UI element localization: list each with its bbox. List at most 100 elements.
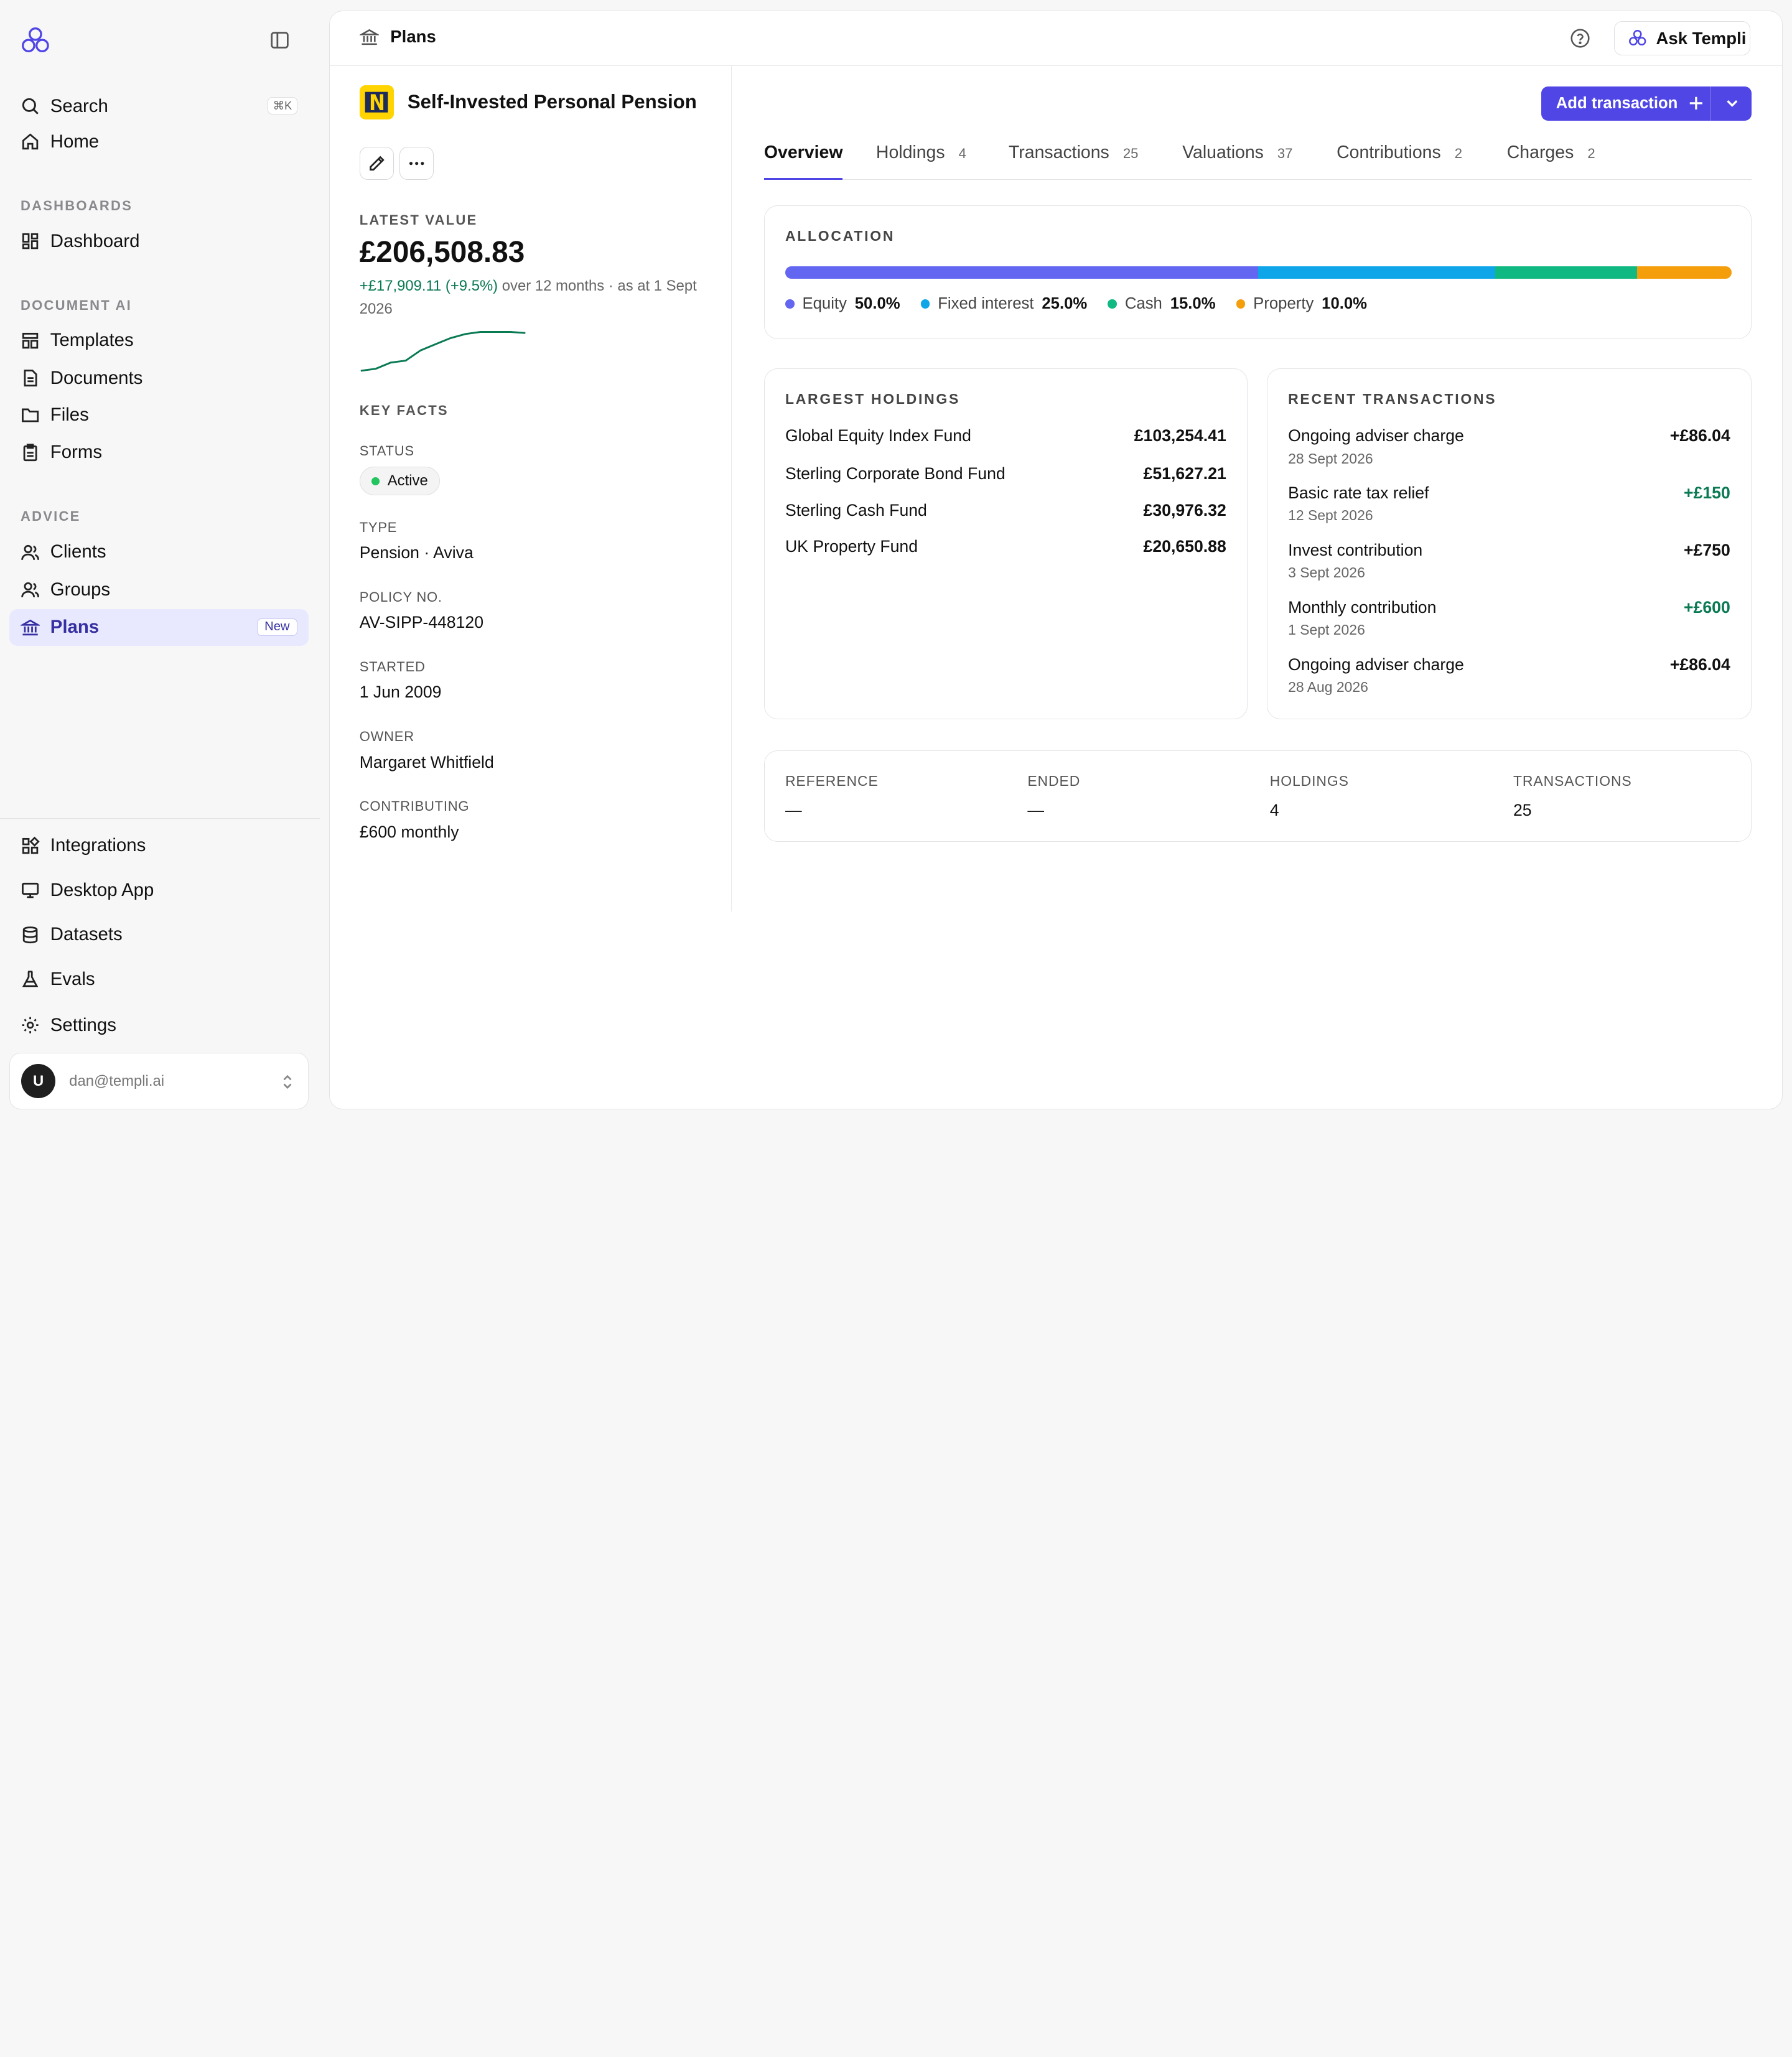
edit-button[interactable] — [359, 147, 394, 180]
chevron-up-down-icon — [281, 1074, 294, 1095]
holding-name: Sterling Corporate Bond Fund — [785, 464, 1006, 483]
group-icon — [21, 582, 40, 597]
tab-count: 25 — [1122, 145, 1139, 161]
tab-holdings[interactable]: Holdings 4 — [876, 142, 966, 180]
shortcut-badge: ⌘K — [268, 97, 297, 114]
more-options-button[interactable] — [399, 147, 434, 180]
sidebar-item-files[interactable]: Files — [9, 396, 309, 433]
sidebar-item-dashboard[interactable]: Dashboard — [9, 223, 309, 259]
sidebar-item-evals[interactable]: Evals — [9, 961, 309, 998]
transaction-row[interactable]: Invest contribution 3 Sept 2026 +£750 — [1288, 541, 1730, 581]
legend-dot — [1236, 299, 1246, 309]
legend-value: 15.0% — [1170, 295, 1216, 312]
sidebar-item-forms[interactable]: Forms — [9, 434, 309, 471]
transaction-row[interactable]: Ongoing adviser charge 28 Sept 2026 +£86.0… — [1288, 426, 1730, 467]
summary-value: 25 — [1513, 801, 1532, 820]
holding-row[interactable]: Global Equity Index Fund £103,254.41 — [785, 426, 1226, 445]
sidebar-item-label: Settings — [50, 1014, 116, 1035]
add-transaction-label: Add transaction — [1556, 94, 1678, 112]
summary-label: TRANSACTIONS — [1513, 772, 1632, 789]
summary-value: — — [1027, 801, 1044, 820]
allocation-label: ALLOCATION — [785, 227, 895, 244]
tab-label: Overview — [763, 142, 843, 162]
holding-value: £103,254.41 — [1134, 426, 1226, 445]
sidebar-item-datasets[interactable]: Datasets — [9, 917, 309, 953]
transaction-name: Invest contribution — [1288, 540, 1423, 559]
holding-row[interactable]: UK Property Fund £20,650.88 — [785, 537, 1226, 556]
holding-name: UK Property Fund — [785, 537, 918, 556]
legend-item: Cash 15.0% — [1108, 295, 1216, 313]
user-email: dan@templi.ai — [69, 1072, 165, 1089]
transactions-label: RECENT TRANSACTIONS — [1288, 391, 1497, 408]
breadcrumb: Plans — [359, 27, 436, 47]
legend-value: 10.0% — [1322, 295, 1368, 312]
summary-label: HOLDINGS — [1269, 772, 1349, 789]
holding-row[interactable]: Sterling Corporate Bond Fund £51,627.21 — [785, 464, 1226, 483]
integrations-icon — [22, 836, 40, 854]
tab-contributions[interactable]: Contributions 2 — [1337, 142, 1462, 180]
sidebar-item-label: Datasets — [50, 924, 123, 945]
sidebar-toggle-icon[interactable] — [269, 30, 290, 55]
templi-logo-icon[interactable] — [21, 26, 50, 61]
sidebar-item-integrations[interactable]: Integrations — [9, 828, 309, 864]
transaction-date: 12 Sept 2026 — [1288, 507, 1373, 524]
chevron-down-icon[interactable] — [1724, 95, 1740, 111]
tab-transactions[interactable]: Transactions 25 — [1009, 142, 1138, 180]
pencil-icon — [369, 156, 385, 171]
breadcrumb-label: Plans — [390, 27, 436, 47]
plan-title: Self-Invested Personal Pension — [407, 91, 697, 113]
user-menu[interactable]: U dan@templi.ai — [9, 1052, 309, 1110]
sidebar-item-clients[interactable]: Clients — [9, 534, 309, 571]
status-label: STATUS — [359, 442, 414, 459]
tab-overview[interactable]: Overview — [763, 142, 843, 180]
help-icon[interactable] — [1570, 28, 1590, 54]
owner-label: OWNER — [359, 728, 414, 744]
transaction-row[interactable]: Ongoing adviser charge 28 Aug 2026 +£86.04 — [1288, 655, 1730, 696]
templi-logo-icon — [1629, 29, 1646, 45]
sidebar-item-settings[interactable]: Settings — [9, 1007, 309, 1043]
holdings-label: LARGEST HOLDINGS — [785, 391, 961, 408]
search-icon — [22, 98, 39, 114]
tab-valuations[interactable]: Valuations 37 — [1182, 142, 1292, 180]
recent-transactions-card: RECENT TRANSACTIONS Ongoing adviser char… — [1267, 368, 1752, 720]
bank-icon — [21, 619, 40, 635]
bank-icon — [359, 29, 379, 45]
type-label: TYPE — [359, 519, 398, 535]
transaction-date: 3 Sept 2026 — [1288, 564, 1365, 581]
change-period: over 12 months · as at 1 Sept 2026 — [359, 277, 697, 317]
sidebar-item-groups[interactable]: Groups — [9, 571, 309, 608]
transaction-row[interactable]: Basic rate tax relief 12 Sept 2026 +£150 — [1288, 483, 1730, 524]
sidebar-item-label: Desktop App — [50, 879, 154, 900]
allocation-legend: Equity 50.0% Fixed interest 25.0% Cash 15.0… — [785, 295, 1388, 313]
status-text: Active — [387, 472, 428, 490]
transaction-date: 28 Aug 2026 — [1288, 678, 1368, 695]
add-transaction-button[interactable]: Add transaction — [1541, 86, 1752, 121]
transaction-row[interactable]: Monthly contribution 1 Sept 2026 +£600 — [1288, 598, 1730, 638]
sidebar-item-home[interactable]: Home — [9, 123, 309, 160]
sidebar-item-documents[interactable]: Documents — [9, 360, 309, 397]
tab-label: Transactions — [1008, 142, 1109, 162]
tab-charges[interactable]: Charges 2 — [1507, 142, 1595, 180]
holding-row[interactable]: Sterling Cash Fund £30,976.32 — [785, 501, 1226, 520]
sidebar-item-desktop-app[interactable]: Desktop App — [9, 872, 309, 908]
status-badge: Active — [359, 467, 441, 496]
sidebar-item-search[interactable]: Search ⌘K — [9, 88, 309, 124]
largest-holdings-card: LARGEST HOLDINGS Global Equity Index Fun… — [763, 368, 1248, 720]
sidebar-item-label: Search — [50, 95, 108, 116]
ask-templi-button[interactable]: Ask Templi — [1614, 21, 1750, 56]
transaction-amount: +£86.04 — [1669, 426, 1730, 445]
change-amount: +£17,909.11 (+9.5%) — [359, 277, 498, 294]
sidebar-item-label: Templates — [50, 330, 134, 351]
sidebar-item-plans[interactable]: Plans New — [9, 609, 309, 646]
latest-value: £206,508.83 — [359, 235, 525, 269]
legend-dot — [1108, 299, 1117, 309]
key-facts-label: KEY FACTS — [359, 403, 449, 419]
sidebar-item-label: Evals — [50, 969, 95, 990]
monitor-icon — [22, 882, 39, 898]
folder-icon — [22, 408, 39, 422]
allocation-segment-cash — [1495, 266, 1637, 279]
sidebar-item-templates[interactable]: Templates — [9, 322, 309, 359]
legend-name: Equity — [802, 295, 847, 312]
users-icon — [21, 544, 40, 560]
sidebar-item-label: Clients — [50, 541, 106, 562]
